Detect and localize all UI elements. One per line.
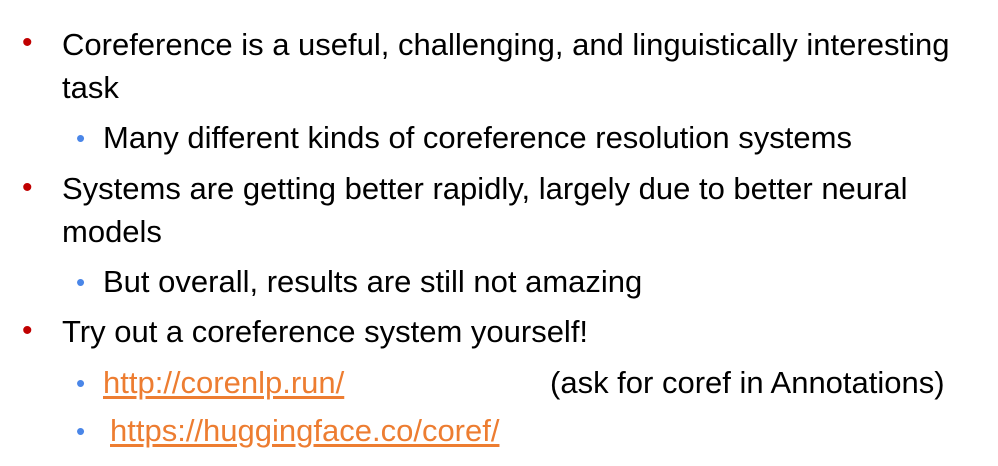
sub-bullet-dot-icon: • [76, 368, 86, 398]
sub-bullet-dot-icon: • [76, 416, 86, 446]
bullet-2-line-1: Systems are getting better rapidly, larg… [62, 171, 908, 206]
corenlp-note: (ask for coref in Annotations) [550, 365, 945, 400]
bullet-2-line-2: models [62, 214, 162, 249]
bullet-2-sub-1: But overall, results are still not amazi… [103, 264, 643, 299]
bullet-1-line-2: task [62, 70, 119, 105]
sub-bullet-dot-icon: • [76, 123, 86, 153]
bullet-3-line-1: Try out a coreference system yourself! [62, 314, 589, 349]
bullet-1-sub-1: Many different kinds of coreference reso… [103, 120, 852, 155]
bullet-dot-icon: • [22, 171, 33, 204]
bullet-1-line-1: Coreference is a useful, challenging, an… [62, 27, 950, 62]
bullet-dot-icon: • [22, 26, 33, 59]
bullet-dot-icon: • [22, 314, 33, 347]
sub-bullet-dot-icon: • [76, 267, 86, 297]
corenlp-link[interactable]: http://corenlp.run/ [103, 365, 345, 400]
huggingface-link[interactable]: https://huggingface.co/coref/ [110, 413, 500, 448]
